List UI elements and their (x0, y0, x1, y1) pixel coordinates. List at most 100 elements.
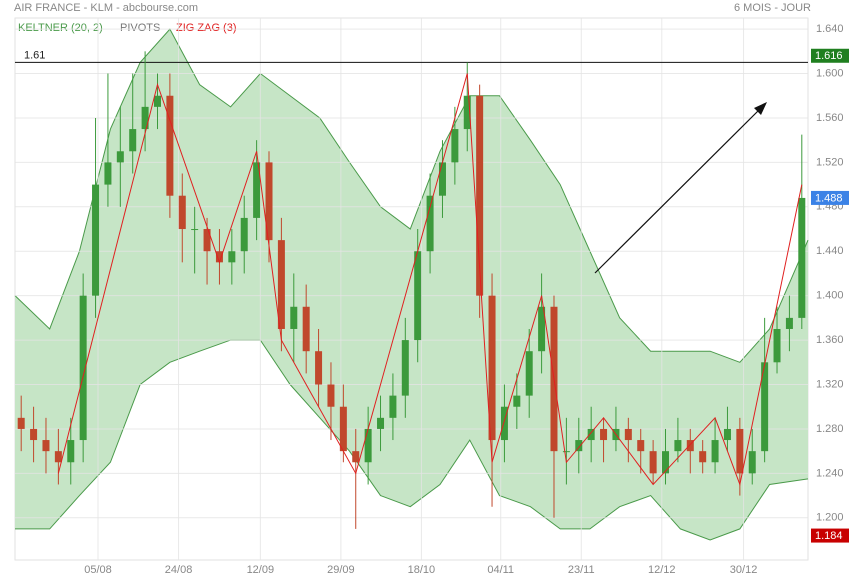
candle-body (500, 406, 508, 441)
candle-body (748, 451, 756, 474)
y-tick-label: 1.240 (816, 467, 844, 479)
candle (649, 440, 657, 485)
candle (538, 273, 546, 374)
candle (228, 229, 236, 285)
candle-body (575, 440, 583, 452)
candle-body (129, 129, 137, 152)
candle-body (525, 351, 533, 396)
candle (389, 373, 397, 441)
candle (364, 406, 372, 485)
y-tick-label: 1.640 (816, 23, 844, 35)
candle (203, 217, 211, 285)
candle-body (476, 95, 484, 296)
candle (30, 406, 38, 463)
candle (662, 428, 670, 485)
candle-body (538, 306, 546, 352)
candle-body (488, 295, 496, 441)
candle (215, 229, 223, 285)
keltner-upper (14, 28, 809, 363)
candle (17, 395, 25, 452)
price-marker (811, 48, 849, 63)
candle (116, 106, 124, 207)
candle-body (686, 440, 694, 452)
candle (525, 328, 533, 418)
y-tick-label: 1.520 (816, 156, 844, 168)
candle (302, 284, 310, 374)
candle (277, 217, 285, 352)
candle-body (67, 440, 75, 463)
candle-body (711, 440, 719, 463)
candle-body (240, 217, 248, 252)
candle-body (377, 417, 385, 429)
candle-body (302, 306, 310, 352)
candle (42, 417, 50, 474)
candle (377, 395, 385, 452)
candle-body (699, 451, 707, 463)
candle-body (92, 184, 100, 296)
x-tick-label: 04/11 (487, 564, 514, 576)
chart-title: AIR FRANCE - KLM - abcbourse.com (14, 2, 198, 14)
candle-body (798, 197, 806, 318)
candle-body (141, 106, 149, 130)
candle-body (290, 306, 298, 329)
candle-body (723, 428, 731, 441)
candle (253, 140, 261, 241)
candle (315, 328, 323, 407)
candle-body (600, 428, 608, 441)
candle-body (215, 251, 223, 263)
candle (711, 417, 719, 474)
candle (191, 206, 199, 274)
candle (339, 384, 347, 463)
trend-arrow-head (754, 102, 767, 115)
price-marker-label: 1.616 (815, 50, 843, 62)
candle-body (414, 251, 422, 341)
candle-body (649, 451, 657, 474)
candle-body (389, 395, 397, 418)
candle (67, 417, 75, 485)
x-tick-label: 12/12 (648, 564, 676, 576)
price-marker-label: 1.488 (815, 192, 843, 204)
candle-body (662, 451, 670, 474)
candle-body (438, 162, 446, 196)
candle (290, 273, 298, 363)
zigzag-line (57, 73, 803, 487)
candle-body (104, 162, 112, 185)
candle (748, 428, 756, 485)
candle-body (253, 162, 261, 218)
candle (178, 173, 186, 263)
keltner-fill (15, 29, 808, 541)
candle (686, 428, 694, 474)
candle (773, 306, 781, 374)
candle-body (451, 129, 459, 163)
candle-body (315, 351, 323, 385)
candle-body (54, 451, 62, 463)
reference-label: 1.61 (24, 49, 45, 61)
y-tick-label: 1.440 (816, 245, 844, 257)
x-tick-label: 05/08 (84, 564, 112, 576)
candle-body (166, 95, 174, 196)
candle (500, 384, 508, 463)
candle (476, 84, 484, 318)
candle-body (339, 406, 347, 452)
price-marker-label: 1.184 (815, 530, 843, 542)
candle-body (265, 162, 273, 241)
candle (438, 140, 446, 218)
candle-body (364, 428, 372, 463)
candle (674, 417, 682, 463)
candle (92, 117, 100, 318)
trend-arrow (594, 106, 763, 274)
x-tick-label: 30/12 (730, 564, 758, 576)
candle-body (116, 151, 124, 163)
x-tick-label: 29/09 (327, 564, 355, 576)
period: 6 MOIS - JOUR (734, 2, 811, 14)
candle (104, 73, 112, 207)
candle-body (228, 251, 236, 263)
y-tick-label: 1.320 (816, 378, 844, 390)
candle (166, 73, 174, 218)
candle (488, 273, 496, 507)
candle (426, 173, 434, 274)
legend-pivots: PIVOTS (120, 22, 160, 34)
candle-body (674, 440, 682, 452)
candle-body (637, 440, 645, 452)
